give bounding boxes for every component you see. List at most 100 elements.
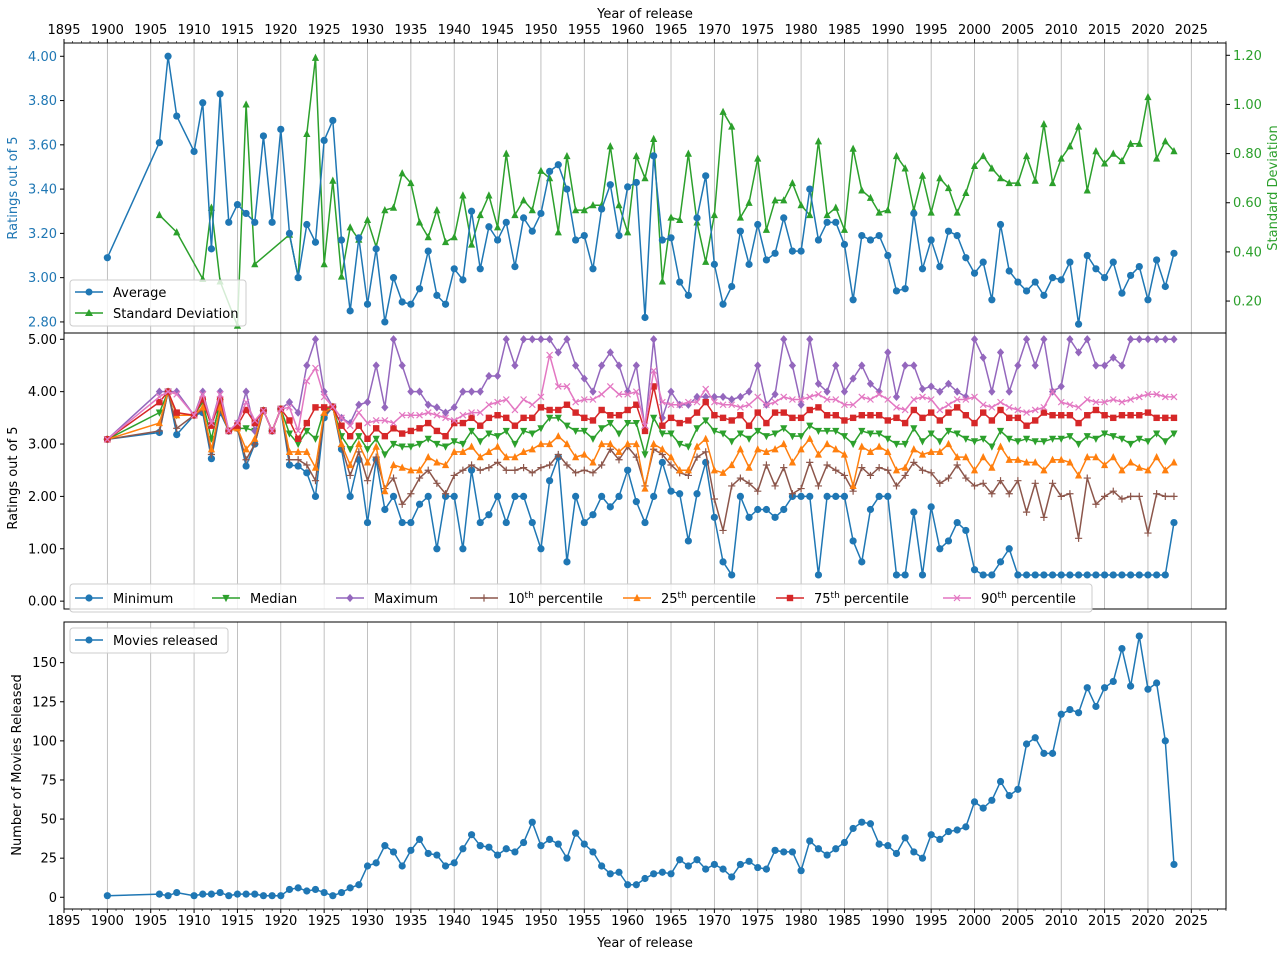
- data-point-median: [1040, 438, 1048, 446]
- data-point-movies-released: [719, 865, 727, 873]
- data-point-movies-released: [502, 845, 510, 853]
- data-point-minimum: [1170, 518, 1178, 527]
- data-point-25th-percentile: [780, 439, 788, 448]
- data-point-minimum: [1127, 571, 1135, 579]
- data-point-75th-percentile: [988, 417, 996, 424]
- data-point-25th-percentile: [996, 442, 1005, 450]
- data-point-75th-percentile: [1075, 419, 1082, 427]
- data-point-minimum: [363, 518, 372, 527]
- data-point-median: [996, 427, 1005, 436]
- data-point-90th-percentile: [416, 411, 423, 419]
- data-point-90th-percentile: [1031, 406, 1039, 414]
- data-point-standard-deviation: [389, 203, 398, 211]
- data-point-10th-percentile: [1048, 479, 1057, 487]
- data-point-minimum: [528, 518, 536, 527]
- data-point-90th-percentile: [615, 390, 623, 398]
- data-point-average: [572, 236, 580, 244]
- x-tick-label: 1980: [785, 914, 818, 929]
- data-point-maximum: [459, 387, 467, 396]
- data-point-maximum: [1092, 361, 1100, 370]
- data-point-minimum: [1109, 571, 1117, 579]
- data-point-minimum: [797, 492, 805, 501]
- data-point-minimum: [1161, 571, 1169, 579]
- data-point-average: [485, 223, 493, 231]
- data-point-median: [589, 435, 597, 443]
- data-point-75th-percentile: [901, 419, 909, 427]
- x-tick-label: 2015: [1088, 914, 1121, 929]
- data-point-10th-percentile: [754, 487, 762, 495]
- data-point-minimum: [415, 500, 424, 508]
- data-point-maximum: [415, 387, 424, 396]
- data-point-90th-percentile: [320, 393, 328, 401]
- data-point-average: [251, 218, 259, 226]
- data-point-standard-deviation: [667, 213, 675, 221]
- series-line-movies-released: [107, 635, 1175, 897]
- data-point-median: [546, 414, 554, 422]
- data-point-average: [840, 240, 849, 249]
- data-point-standard-deviation: [303, 129, 311, 138]
- x-tick-label: 1970: [698, 914, 731, 929]
- x-tick-label: 2020: [1131, 23, 1164, 38]
- data-point-10th-percentile: [910, 458, 918, 466]
- data-point-maximum: [970, 335, 979, 344]
- data-point-90th-percentile: [910, 396, 918, 403]
- data-point-10th-percentile: [294, 456, 302, 464]
- data-point-minimum: [771, 513, 779, 521]
- data-point-90th-percentile: [641, 422, 649, 430]
- data-point-25th-percentile: [303, 447, 311, 455]
- data-point-median: [1005, 435, 1013, 443]
- data-point-minimum: [589, 511, 597, 519]
- data-point-median: [398, 443, 406, 451]
- data-point-90th-percentile: [242, 398, 250, 406]
- data-point-minimum: [988, 571, 996, 579]
- data-point-median: [433, 440, 441, 449]
- data-point-75th-percentile: [208, 422, 215, 429]
- data-point-movies-released: [849, 824, 857, 833]
- x-tick-label: 1910: [178, 23, 211, 38]
- data-point-average: [563, 185, 571, 193]
- data-point-standard-deviation: [1048, 178, 1057, 187]
- data-point-90th-percentile: [572, 398, 580, 406]
- data-point-25th-percentile: [355, 439, 363, 448]
- data-point-25th-percentile: [155, 418, 163, 427]
- x-tick-label: 1985: [828, 23, 861, 38]
- data-point-minimum: [693, 490, 701, 498]
- data-point-movies-released: [485, 843, 493, 851]
- data-point-10th-percentile: [710, 495, 718, 503]
- data-point-average: [1074, 320, 1083, 328]
- data-point-90th-percentile: [788, 396, 796, 403]
- data-point-average: [832, 218, 840, 226]
- data-point-90th-percentile: [1040, 403, 1048, 411]
- data-point-90th-percentile: [997, 398, 1004, 406]
- data-point-standard-deviation: [832, 203, 840, 211]
- data-point-average: [1057, 276, 1065, 284]
- data-point-average: [988, 296, 996, 304]
- data-point-maximum: [407, 387, 415, 396]
- data-point-25th-percentile: [754, 445, 762, 453]
- data-point-75th-percentile: [312, 404, 319, 411]
- data-point-75th-percentile: [745, 422, 753, 429]
- data-point-75th-percentile: [407, 427, 415, 435]
- series-line-median: [107, 390, 1175, 456]
- data-point-median: [970, 438, 979, 446]
- data-point-movies-released: [381, 842, 389, 850]
- data-point-standard-deviation: [710, 210, 718, 219]
- data-point-movies-released: [433, 851, 441, 859]
- data-point-25th-percentile: [658, 445, 666, 453]
- data-point-median: [1135, 435, 1143, 443]
- data-point-25th-percentile: [615, 447, 623, 455]
- data-point-average: [823, 218, 831, 226]
- data-point-minimum: [658, 458, 666, 466]
- data-point-75th-percentile: [711, 412, 718, 419]
- data-point-standard-deviation: [242, 100, 250, 108]
- data-point-minimum: [580, 518, 588, 527]
- data-point-median: [1127, 440, 1135, 449]
- data-point-movies-released: [780, 848, 788, 856]
- data-point-75th-percentile: [477, 422, 484, 429]
- data-point-median: [840, 433, 849, 441]
- data-point-median: [788, 433, 797, 441]
- data-point-25th-percentile: [710, 466, 718, 474]
- data-point-75th-percentile: [737, 412, 744, 419]
- data-point-median: [1031, 438, 1039, 446]
- data-point-movies-released: [762, 865, 771, 873]
